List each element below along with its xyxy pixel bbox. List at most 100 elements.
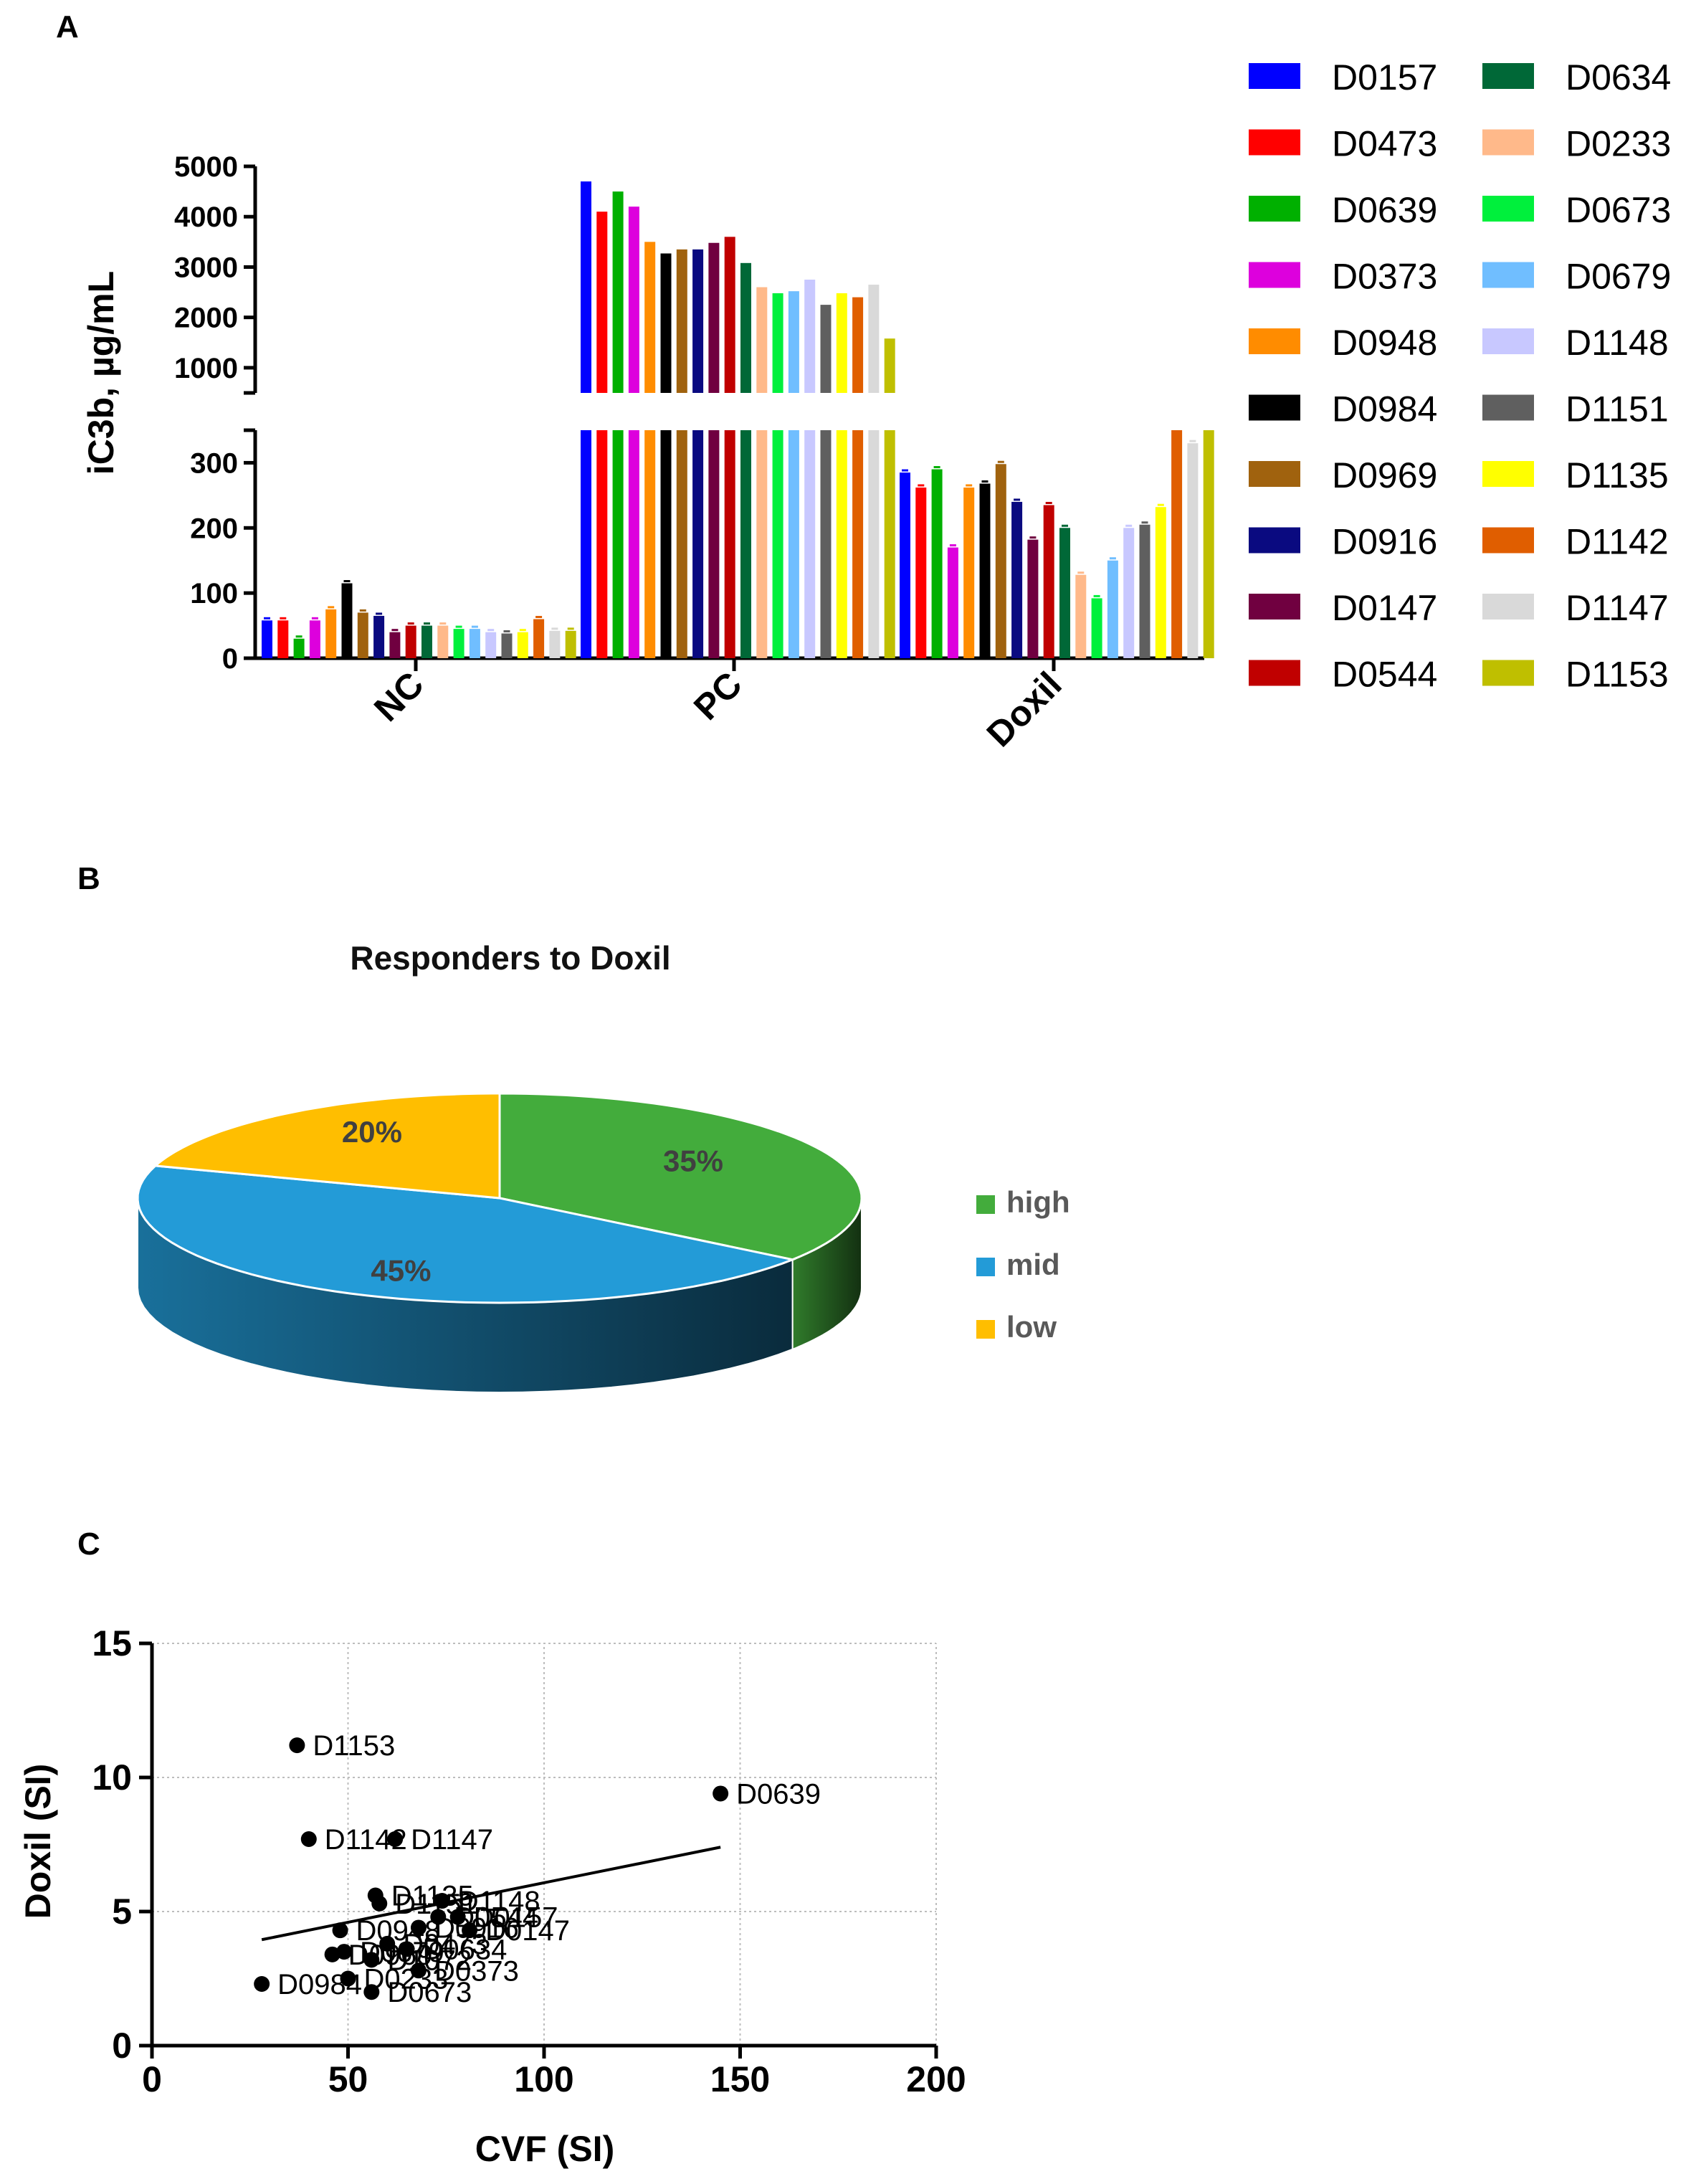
bar — [1155, 507, 1166, 658]
bar-lower-segment — [581, 430, 591, 658]
bar-upper-segment — [852, 297, 864, 393]
y-tick-label-upper: 2000 — [174, 303, 238, 334]
legend-label: D1142 — [1566, 522, 1669, 562]
legend-swatch — [1249, 594, 1300, 619]
bar — [900, 473, 910, 658]
scatter-point — [713, 1785, 729, 1802]
scatter-point — [363, 1952, 380, 1968]
legend-label: D0969 — [1332, 455, 1437, 495]
bar — [1123, 528, 1135, 658]
bar — [517, 632, 528, 658]
y-tick-label-upper: 4000 — [174, 201, 238, 233]
bar-chart-ylabel: iC3b, µg/mL — [81, 271, 121, 475]
scatter-point-label: D0916 — [434, 1912, 519, 1944]
bar-lower-segment — [724, 430, 735, 658]
bar-upper-segment — [868, 285, 880, 393]
bar-upper-segment — [676, 249, 687, 393]
legend-label: D1148 — [1566, 323, 1669, 363]
scatter-point-label: D0634 — [423, 1934, 508, 1965]
bar-chart-legend: D0157 D0473 D0639 D0373 D0948 D0984 D0969 D0916… — [1249, 57, 1671, 695]
bar — [421, 625, 432, 658]
pie-legend-label: high — [1006, 1185, 1070, 1219]
bar — [309, 620, 320, 658]
scatter-point — [379, 1935, 396, 1952]
legend-label: D0147 — [1332, 588, 1437, 628]
bar — [533, 619, 545, 658]
legend-label: D0673 — [1566, 190, 1671, 230]
bar-upper-segment — [708, 242, 720, 393]
bar-upper-segment — [660, 253, 672, 393]
legend-label: D1153 — [1566, 655, 1669, 695]
legend-swatch — [1249, 63, 1300, 89]
scatter-point — [300, 1831, 317, 1848]
scatter-y-tick-label: 5 — [112, 1891, 132, 1932]
bar-lower-segment — [820, 430, 832, 658]
category-label-pc: PC — [686, 664, 750, 728]
pie-legend-swatch — [976, 1195, 995, 1214]
legend-swatch — [1482, 196, 1534, 222]
bar-upper-segment — [596, 212, 608, 393]
bar — [1139, 524, 1150, 658]
bar-lower-segment — [692, 430, 704, 658]
bar-chart-panel-a: iC3b, µg/mL 0 100 200 300 1000 2000 3000 4000 50… — [81, 151, 1214, 754]
legend-label: D0984 — [1332, 389, 1437, 429]
bar-upper-segment — [756, 287, 768, 393]
bar — [293, 638, 305, 658]
y-tick-label-lower: 100 — [190, 578, 238, 609]
bar-lower-segment — [852, 430, 864, 658]
bar — [565, 630, 576, 658]
scatter-point — [462, 1922, 478, 1939]
scatter-point-label: D0948 — [356, 1915, 441, 1947]
scatter-point-label: D1072 — [387, 1945, 472, 1976]
scatter-point — [336, 1944, 353, 1960]
bar-clipped — [1171, 430, 1183, 658]
scatter-point-label: D0984 — [277, 1969, 362, 2000]
bar-upper-segment — [692, 249, 704, 393]
scatter-point — [410, 1919, 427, 1936]
pie-pct-label-high: 35% — [663, 1144, 723, 1177]
panel-letter-c: C — [77, 1527, 100, 1562]
scatter-point — [324, 1946, 340, 1962]
scatter-point-label: D0373 — [434, 1955, 519, 1987]
bar — [373, 615, 385, 658]
bar — [1043, 505, 1054, 658]
bar — [1059, 528, 1070, 658]
bar-lower-segment — [868, 430, 880, 658]
scatter-x-tick-label: 150 — [710, 2059, 770, 2099]
pie-legend-label: low — [1006, 1310, 1057, 1344]
bar-upper-segment — [644, 242, 656, 393]
bar — [437, 625, 449, 658]
y-tick-label-upper: 5000 — [174, 151, 238, 183]
scatter-point — [434, 1893, 450, 1909]
scatter-point — [430, 1909, 447, 1925]
legend-swatch — [1482, 394, 1534, 421]
bar — [485, 632, 497, 658]
bar-lower-segment — [772, 430, 783, 658]
legend-swatch — [1482, 63, 1534, 89]
bar-lower-segment — [708, 430, 720, 658]
bar — [947, 547, 958, 658]
legend-swatch — [1482, 262, 1534, 288]
bar-lower-segment — [628, 430, 639, 658]
y-tick-label-upper: 3000 — [174, 252, 238, 283]
scatter-point-label: D1147 — [411, 1824, 493, 1856]
bar-upper-segment — [740, 262, 751, 393]
bar — [963, 487, 975, 658]
bar — [1187, 443, 1199, 658]
bar — [325, 609, 337, 658]
bar — [915, 487, 927, 658]
legend-swatch — [1482, 660, 1534, 686]
legend-swatch — [1482, 594, 1534, 619]
scatter-point-label: D1148 — [458, 1886, 540, 1917]
y-tick-label-lower: 300 — [190, 447, 238, 479]
bar-upper-segment — [884, 338, 895, 393]
legend-swatch — [1482, 461, 1534, 487]
scatter-xlabel: CVF (SI) — [475, 2129, 614, 2169]
y-tick-label-lower: 0 — [222, 643, 238, 675]
legend-label: D0948 — [1332, 323, 1437, 363]
bar-lower-segment — [788, 430, 799, 658]
bar — [1091, 598, 1102, 658]
panel-letter-b: B — [77, 861, 100, 896]
legend-swatch — [1249, 461, 1300, 487]
